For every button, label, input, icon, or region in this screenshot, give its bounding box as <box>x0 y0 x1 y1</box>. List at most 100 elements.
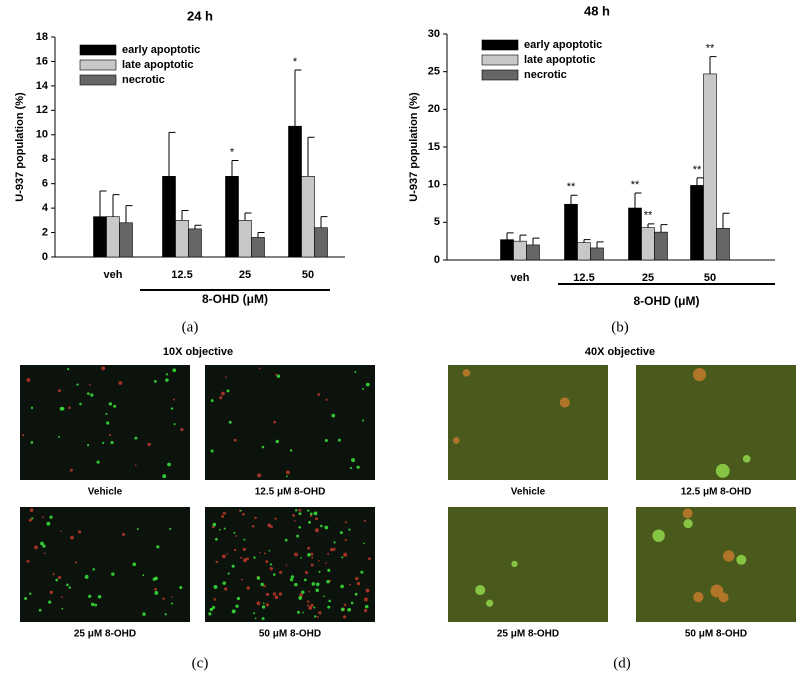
cell <box>101 366 106 371</box>
y-tick-label: 10 <box>36 129 48 141</box>
error-bar <box>112 194 120 217</box>
cell <box>307 553 311 557</box>
cell <box>261 617 265 620</box>
legend-swatch <box>79 44 117 56</box>
x-tick-label: 25 <box>239 269 251 281</box>
cell <box>170 407 174 410</box>
cell <box>273 573 276 576</box>
cell <box>307 600 310 603</box>
cell <box>142 574 145 577</box>
y-tick-label: 2 <box>42 226 48 238</box>
cell <box>142 612 146 616</box>
cell <box>162 474 167 479</box>
cell <box>363 542 365 545</box>
cell <box>692 368 707 382</box>
significance-mark: * <box>230 146 235 158</box>
cell <box>66 583 69 587</box>
micrograph-caption: 50 μM 8-OHD <box>685 629 747 640</box>
cell <box>742 455 751 463</box>
cell <box>310 552 314 556</box>
y-tick-label: 5 <box>434 216 440 228</box>
bar <box>175 220 189 258</box>
cell <box>292 513 295 517</box>
cell <box>58 576 62 580</box>
cell <box>269 563 273 566</box>
cell <box>354 371 357 373</box>
cell <box>308 590 311 593</box>
cell <box>223 527 226 530</box>
cell <box>272 592 277 596</box>
y-tick-label: 0 <box>42 251 48 263</box>
cell <box>307 604 310 607</box>
cell <box>289 449 293 452</box>
cell <box>365 382 370 387</box>
cell <box>652 529 665 542</box>
cell <box>92 568 95 571</box>
cell <box>242 547 246 551</box>
micrograph <box>448 507 608 622</box>
cell <box>324 525 329 530</box>
bar <box>162 176 176 258</box>
bar <box>526 244 540 261</box>
cell <box>221 391 225 396</box>
cell <box>265 560 269 564</box>
cell <box>314 528 319 533</box>
legend-label: necrotic <box>524 69 567 81</box>
significance-mark: ** <box>693 164 702 176</box>
bar <box>188 228 202 258</box>
cell <box>28 518 32 522</box>
bar <box>225 176 239 258</box>
cell <box>227 572 230 575</box>
cell <box>49 515 53 519</box>
significance-mark: ** <box>567 181 576 193</box>
cell <box>253 612 256 615</box>
y-tick-label: 30 <box>428 28 440 40</box>
cell <box>331 413 336 418</box>
bar <box>690 185 704 261</box>
cell <box>258 551 261 554</box>
micrograph-caption: 12.5 μM 8-OHD <box>681 487 752 498</box>
cell <box>284 538 288 542</box>
cell <box>88 594 92 598</box>
cell <box>162 597 165 600</box>
error-bar <box>596 241 604 248</box>
y-tick-label: 10 <box>428 179 440 191</box>
cell <box>102 441 105 445</box>
x-tick-label: veh <box>511 272 530 284</box>
cell <box>310 603 314 607</box>
cell <box>243 538 246 541</box>
bar <box>716 228 730 261</box>
cell <box>294 520 296 522</box>
cell <box>274 517 277 520</box>
cell <box>339 531 343 535</box>
error-bar <box>519 234 527 242</box>
error-bar <box>231 159 239 177</box>
chart-title: 48 h <box>584 3 610 18</box>
error-bar <box>722 212 730 229</box>
cell <box>68 586 71 589</box>
cell <box>486 599 494 607</box>
micrograph-caption: 25 μM 8-OHD <box>497 629 559 640</box>
cell <box>313 606 316 609</box>
cell <box>210 607 213 611</box>
error-bar <box>125 205 133 223</box>
cell <box>55 578 59 582</box>
bar <box>251 237 265 258</box>
cell <box>60 530 62 533</box>
cell <box>233 531 236 534</box>
cell <box>108 402 113 406</box>
cell <box>118 381 123 385</box>
cell <box>736 554 747 565</box>
cell <box>327 568 331 572</box>
error-bar <box>181 210 189 221</box>
cell <box>240 509 242 512</box>
cell <box>307 546 311 550</box>
cell <box>269 566 274 571</box>
cell <box>356 581 361 586</box>
cell <box>363 519 366 522</box>
cell <box>61 596 63 598</box>
bar <box>590 247 604 261</box>
micrograph <box>20 507 190 622</box>
cell <box>349 583 352 586</box>
y-tick-label: 4 <box>42 202 49 214</box>
